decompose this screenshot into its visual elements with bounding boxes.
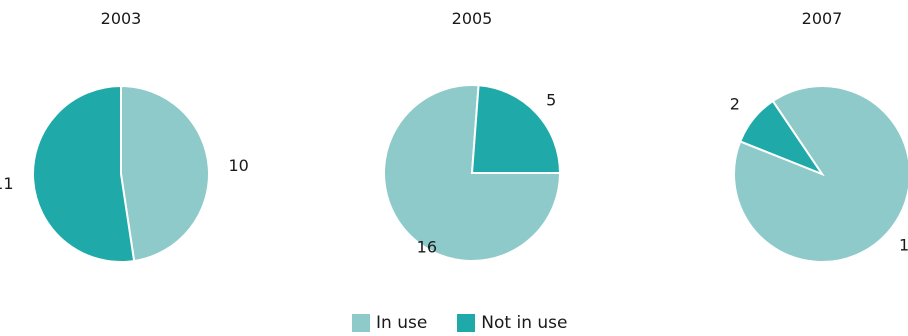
- pie-slice-in-use: [120, 84, 210, 263]
- legend-swatch-in-use: [352, 314, 370, 332]
- legend-label-in-use: In use: [376, 313, 428, 333]
- pie-title: 2003: [101, 9, 142, 28]
- pie-data-label-in-use: 19: [899, 235, 908, 254]
- pie-data-label-in-use: 10: [228, 156, 248, 175]
- legend-item-not-in-use: Not in use: [457, 313, 567, 333]
- pie-title: 2007: [802, 9, 843, 28]
- pie-data-label-not-in-use: 5: [546, 91, 556, 110]
- pie-slice-not-in-use: [470, 84, 562, 174]
- legend-label-not-in-use: Not in use: [481, 313, 568, 333]
- legend: In use Not in use: [352, 312, 597, 334]
- pie-data-label-in-use: 16: [417, 237, 437, 256]
- legend-swatch-not-in-use: [457, 314, 476, 332]
- pie-data-label-not-in-use: 2: [730, 95, 740, 114]
- pie-2007: 2007 19 2: [730, 9, 908, 263]
- pie-data-label-not-in-use: 11: [0, 174, 14, 193]
- pie-slice-in-use: [383, 84, 562, 262]
- pie-2003: 2003 10 11: [0, 9, 249, 263]
- pie-slice-not-in-use: [738, 99, 825, 177]
- pie-2005: 2005 16 5: [383, 9, 562, 262]
- pie-slice-not-in-use: [32, 84, 136, 263]
- legend-item-in-use: In use: [352, 313, 427, 333]
- pie-title: 2005: [452, 9, 493, 28]
